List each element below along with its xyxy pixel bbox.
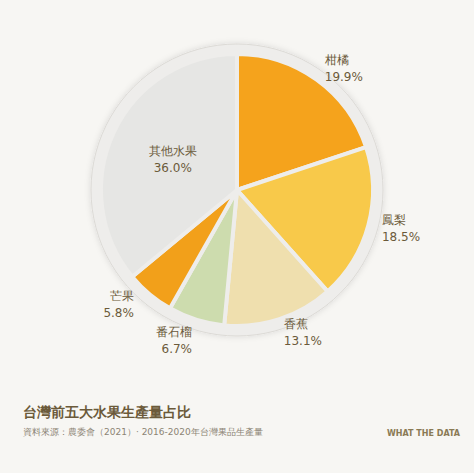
svg-text:資料來源：農委會（2021）· 2016-2020年台灣果品: 資料來源：農委會（2021）· 2016-2020年台灣果品生產量: [23, 427, 263, 437]
svg-text:番石榴: 番石榴: [156, 325, 192, 339]
svg-text:19.9%: 19.9%: [325, 70, 363, 84]
svg-text:鳳梨: 鳳梨: [382, 213, 406, 227]
svg-text:5.8%: 5.8%: [103, 306, 134, 320]
svg-text:台灣前五大水果生產量占比: 台灣前五大水果生產量占比: [23, 404, 191, 420]
svg-text:36.0%: 36.0%: [154, 161, 192, 175]
svg-text:6.7%: 6.7%: [161, 342, 192, 356]
svg-text:其他水果: 其他水果: [149, 144, 197, 158]
svg-text:芒果: 芒果: [110, 289, 134, 303]
svg-text:18.5%: 18.5%: [382, 230, 420, 244]
svg-text:柑橘: 柑橘: [324, 53, 349, 67]
svg-text:WHAT THE DATA: WHAT THE DATA: [387, 429, 461, 438]
svg-text:香蕉: 香蕉: [284, 317, 308, 331]
svg-text:13.1%: 13.1%: [284, 334, 322, 348]
